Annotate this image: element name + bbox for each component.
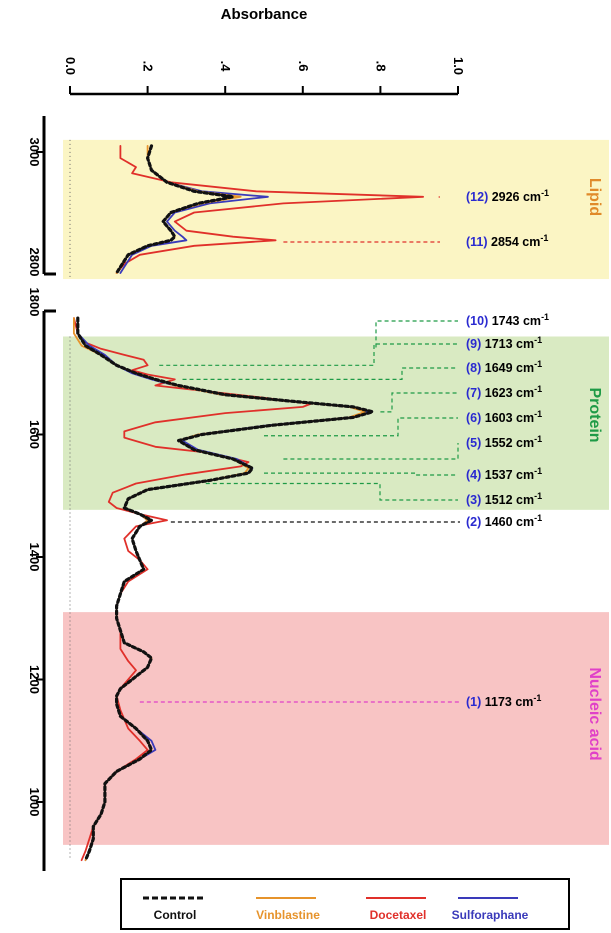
wavenumber-tick-label: 2800 — [27, 248, 42, 277]
legend-label-sulforaphane: Sulforaphane — [452, 908, 529, 922]
peak-wavenumber: 1623 cm — [485, 386, 534, 400]
peak-unit-exponent: -1 — [534, 384, 542, 394]
peak-unit-exponent: -1 — [541, 312, 549, 322]
peak-number: (1) — [466, 695, 485, 709]
peak-wavenumber: 1552 cm — [485, 436, 534, 450]
band-label-lipid: Lipid — [586, 178, 603, 216]
wavenumber-tick-label: 1800 — [27, 288, 42, 317]
peak-wavenumber: 1743 cm — [492, 314, 541, 328]
value-tick-label: .2 — [141, 61, 156, 72]
peak-number: (11) — [466, 235, 491, 249]
wavenumber-tick-label: 1000 — [27, 788, 42, 817]
peak-label: (1) 1173 cm-1 — [466, 693, 541, 709]
band-lipid — [63, 139, 609, 280]
peak-number: (9) — [466, 337, 485, 351]
peak-unit-exponent: -1 — [540, 233, 548, 243]
peak-label: (7) 1623 cm-1 — [466, 384, 542, 400]
band-nucleic-acid — [63, 612, 609, 845]
wavenumber-tick-label: 1200 — [27, 665, 42, 694]
peak-number: (10) — [466, 314, 492, 328]
peak-unit-exponent: -1 — [533, 693, 541, 703]
peak-label: (4) 1537 cm-1 — [466, 466, 542, 482]
band-label-protein: Protein — [586, 387, 603, 442]
peak-guide — [380, 392, 458, 413]
peak-unit-exponent: -1 — [534, 466, 542, 476]
peak-number: (12) — [466, 190, 492, 204]
peak-number: (3) — [466, 493, 485, 507]
series-control-lipid — [115, 144, 235, 275]
peak-guide — [264, 417, 458, 437]
band-backgrounds — [63, 139, 609, 845]
peak-label: (3) 1512 cm-1 — [466, 491, 542, 507]
legend: Control Vinblastine Docetaxel Sulforaphane — [120, 878, 570, 930]
peak-guide — [182, 367, 458, 380]
peak-label: (5) 1552 cm-1 — [466, 434, 542, 450]
peak-label: (11) 2854 cm-1 — [466, 233, 548, 249]
peak-label: (10) 1743 cm-1 — [466, 312, 549, 328]
wavenumber-tick-label: 3000 — [27, 138, 42, 167]
peak-guides — [139, 196, 460, 703]
peak-label: (9) 1713 cm-1 — [466, 335, 542, 351]
wavenumber-tick-label: 1600 — [27, 420, 42, 449]
value-tick-label: .8 — [373, 61, 388, 72]
peak-number: (4) — [466, 468, 485, 482]
peak-unit-exponent: -1 — [534, 434, 542, 444]
peak-number: (5) — [466, 436, 485, 450]
legend-label-docetaxel: Docetaxel — [370, 908, 427, 922]
value-axis-title: Absorbance — [221, 6, 308, 23]
peak-wavenumber: 2926 cm — [492, 190, 541, 204]
value-tick-label: .6 — [296, 61, 311, 72]
peak-label: (12) 2926 cm-1 — [466, 188, 549, 204]
peak-unit-exponent: -1 — [534, 359, 542, 369]
peak-wavenumber: 1173 cm — [485, 695, 534, 709]
peak-label: (2) 1460 cm-1 — [466, 513, 542, 529]
peak-unit-exponent: -1 — [534, 513, 542, 523]
peak-number: (2) — [466, 515, 485, 529]
band-label-nucleic-acid: Nucleic acid — [586, 667, 603, 760]
value-tick-label: .4 — [218, 61, 233, 73]
value-axis: Absorbance 0.0 .2 .4 .6 .8 1.0 — [63, 6, 466, 96]
peak-wavenumber: 1460 cm — [485, 515, 534, 529]
legend-box — [120, 878, 570, 930]
peak-guide — [283, 443, 459, 460]
wavenumber-axes: 3000 2800 1800 1600 1400 1200 1000 — [27, 116, 56, 871]
peak-unit-exponent: -1 — [534, 409, 542, 419]
peak-wavenumber: 1603 cm — [485, 411, 534, 425]
peak-unit-exponent: -1 — [534, 491, 542, 501]
series-control-fingerprint — [76, 316, 375, 862]
peak-wavenumber: 1713 cm — [485, 337, 534, 351]
legend-label-vinblastine: Vinblastine — [256, 908, 320, 922]
peak-number: (8) — [466, 361, 485, 375]
series-docetaxel-lipid — [115, 145, 424, 274]
peak-wavenumber: 1649 cm — [485, 361, 534, 375]
peak-guide — [205, 482, 458, 501]
peak-guide — [375, 320, 458, 348]
band-labels: Lipid Protein Nucleic acid — [586, 178, 603, 761]
peak-labels: (12) 2926 cm-1(11) 2854 cm-1(10) 1743 cm… — [466, 188, 549, 709]
wavenumber-tick-label: 1400 — [27, 543, 42, 572]
peak-guide — [159, 343, 458, 366]
value-tick-label: 0.0 — [63, 57, 78, 75]
spectra — [73, 144, 424, 862]
peak-number: (6) — [466, 411, 485, 425]
peak-label: (8) 1649 cm-1 — [466, 359, 542, 375]
legend-label-control: Control — [154, 908, 197, 922]
series-docetaxel-fingerprint — [73, 317, 312, 862]
peak-number: (7) — [466, 386, 485, 400]
peak-unit-exponent: -1 — [534, 335, 542, 345]
peak-wavenumber: 1537 cm — [485, 468, 534, 482]
peak-label: (6) 1603 cm-1 — [466, 409, 542, 425]
peak-unit-exponent: -1 — [541, 188, 549, 198]
value-tick-label: 1.0 — [451, 57, 466, 75]
peak-wavenumber: 1512 cm — [485, 493, 534, 507]
peak-wavenumber: 2854 cm — [491, 235, 540, 249]
